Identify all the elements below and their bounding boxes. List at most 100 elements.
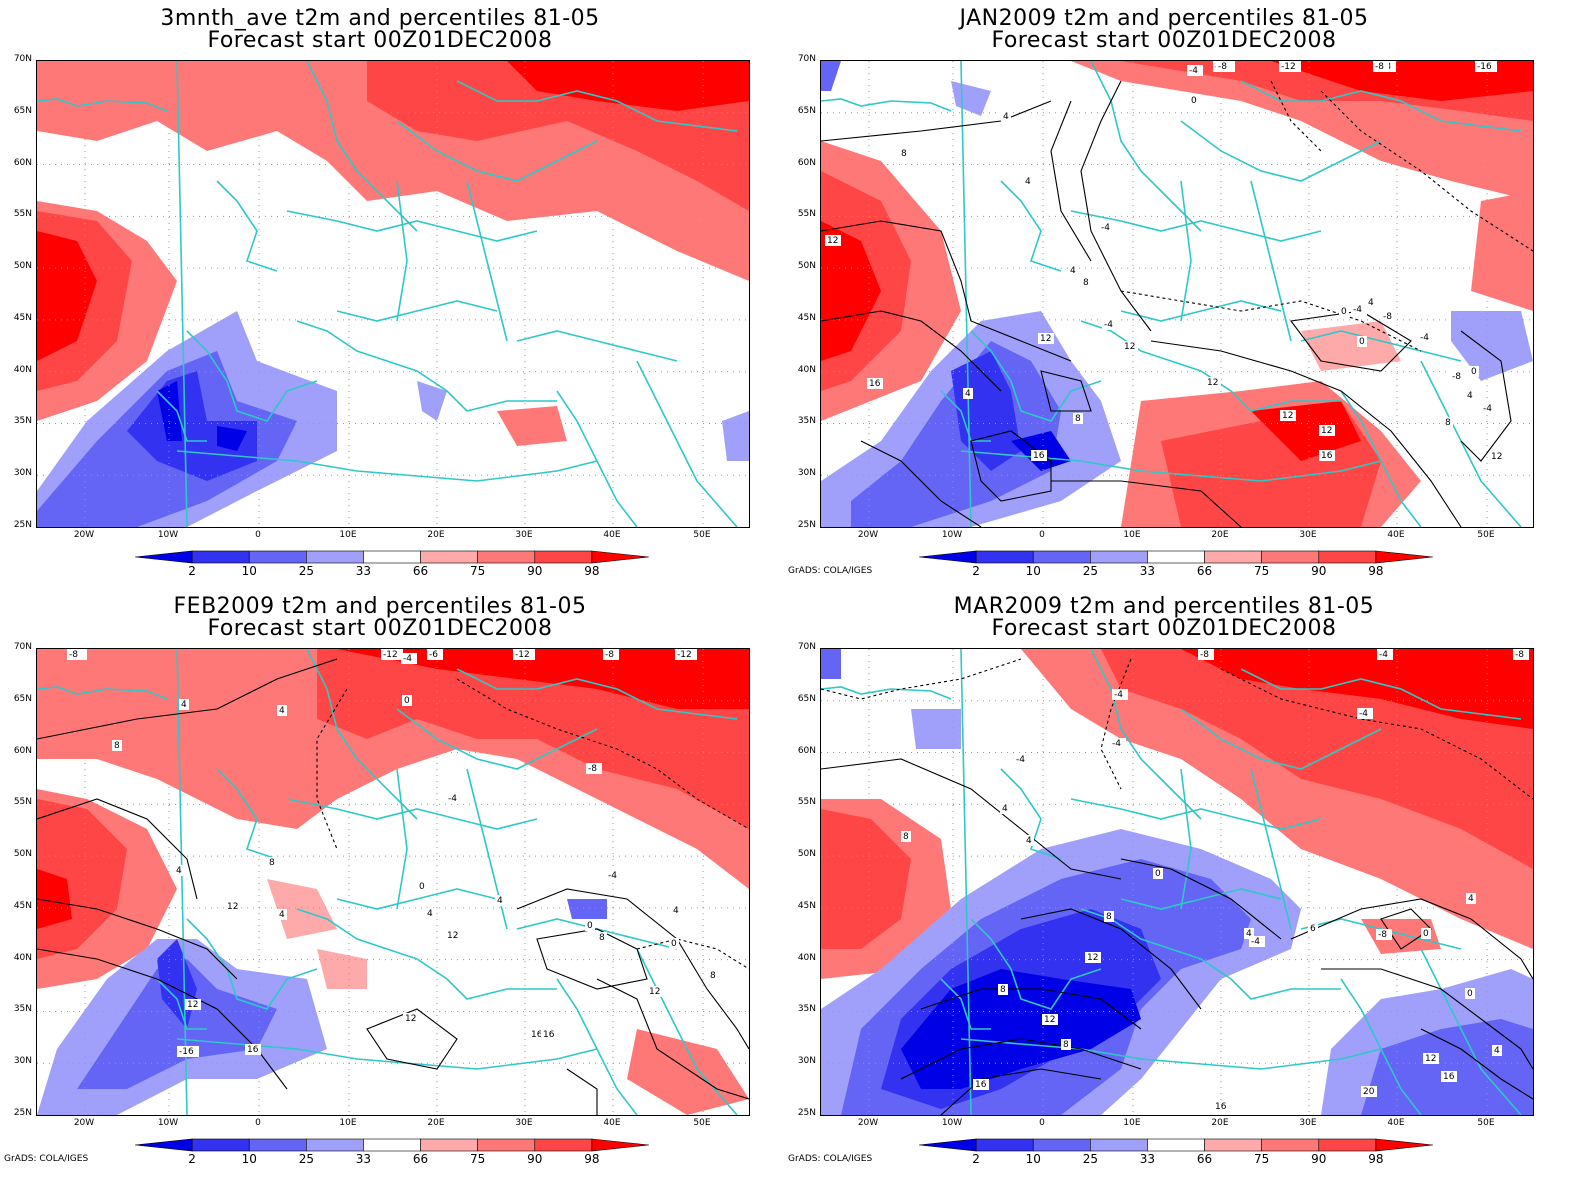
contour-label-bg	[825, 235, 841, 246]
contour-label: 8	[1083, 278, 1089, 288]
longitude-label: 20E	[427, 1118, 445, 1128]
colorbar-swatch	[1147, 1138, 1205, 1152]
latitude-label: 40N	[13, 364, 32, 375]
contour-label-bg	[179, 699, 189, 710]
contour-label-bg	[185, 999, 201, 1010]
percentile-region	[821, 649, 841, 679]
contour-label: 4	[176, 866, 182, 876]
colorbar-label: 25	[1082, 564, 1098, 578]
colorbar-label: 10	[1025, 1152, 1041, 1166]
contour-label: 16	[869, 379, 881, 389]
latitude-label: 25N	[13, 520, 32, 530]
contour-label-bg	[585, 920, 595, 931]
contour-label-bg	[427, 649, 443, 660]
percentile-region	[337, 649, 749, 709]
contour-label-bg	[174, 865, 184, 876]
contour-label: 4	[427, 909, 433, 919]
contour-label: 16	[1215, 1102, 1227, 1112]
contour-label: 12	[405, 1014, 416, 1024]
colorbar-swatch	[1032, 1138, 1091, 1152]
map-area: -4 -8 -12 -6 -4 -12 -8 -12 0 4 4 8 -8 -4 4 4 8 12 4 4 12 8 12 1…	[36, 648, 750, 1116]
contour-label: 12	[1040, 334, 1051, 344]
percentile-region	[267, 879, 337, 939]
panel-jan2009: JAN2009 t2m and percentiles 81-05 Foreca…	[784, 0, 1544, 590]
contour-label: 8	[1106, 912, 1112, 922]
contour-label-bg	[1319, 425, 1335, 436]
colorbar-swatch	[975, 550, 1034, 564]
contour-label-bg	[1110, 738, 1126, 749]
contour-label: 0	[1423, 929, 1429, 939]
map-area: -12-12-8-4-8-160-8481244-481241216121212…	[820, 60, 1534, 528]
contour-label-bg	[1308, 923, 1318, 934]
contour-label-bg	[1373, 61, 1389, 72]
contour-label: 20	[1363, 1087, 1375, 1097]
contour-label: 8	[1063, 1040, 1069, 1050]
contour-label-bg	[1187, 65, 1203, 76]
latitude-label: 65N	[13, 105, 32, 116]
longitude-label: 10W	[157, 1118, 179, 1128]
isotherm-contour	[821, 658, 1022, 700]
contour-label-bg	[1421, 928, 1431, 939]
contour-label: -16	[179, 1047, 194, 1057]
contour-label-bg	[973, 1079, 989, 1090]
contour-label: -4	[1379, 650, 1388, 660]
contour-label-bg	[1381, 311, 1397, 322]
colorbar-label: 33	[1139, 564, 1156, 578]
contour-label-bg	[1357, 336, 1367, 347]
colorbar-swatch	[135, 550, 193, 564]
contour-label-bg	[1205, 377, 1221, 388]
latitude-label: 45N	[13, 312, 32, 323]
colorbar-label: 66	[1196, 1152, 1213, 1166]
contour-label-bg	[675, 649, 697, 660]
contour-label-bg	[1081, 277, 1091, 288]
contour-label: 8	[1075, 414, 1081, 424]
latitude-label: 50N	[797, 261, 816, 272]
longitude-label: 30E	[515, 1118, 533, 1128]
percentile-region	[77, 959, 277, 1089]
contour-label-bg	[1249, 936, 1265, 947]
percentile-region	[722, 411, 749, 461]
isotherm-contour	[1290, 898, 1533, 980]
colorbar-swatch	[477, 550, 536, 564]
percentile-region	[317, 949, 367, 989]
isotherm-contour	[1120, 858, 1282, 940]
contour-label-bg	[277, 705, 287, 716]
longitude-label: 0	[1039, 1118, 1045, 1128]
percentile-region	[37, 869, 72, 929]
contour-label-bg	[445, 930, 461, 941]
contour-label-bg	[1465, 390, 1475, 401]
colorbar-swatch	[1318, 550, 1377, 564]
contour-label: 16	[1033, 451, 1045, 461]
contour-label-bg	[647, 986, 663, 997]
contour-label: 16	[531, 1030, 543, 1040]
contour-label: 16	[975, 1080, 987, 1090]
contour-label: 12	[649, 987, 660, 997]
percentile-region	[1271, 61, 1533, 101]
colorbar-label: 75	[470, 1152, 486, 1166]
colorbar-label: 90	[1311, 1152, 1327, 1166]
latitude-label: 35N	[797, 1004, 816, 1015]
colorbar-label: 98	[1368, 564, 1384, 578]
contour-label: 16	[1443, 1072, 1455, 1082]
contour-label-bg	[603, 649, 619, 660]
latitude-label: 30N	[13, 468, 32, 479]
contour-label-bg	[867, 378, 883, 389]
contour-label-bg	[1441, 1071, 1457, 1082]
colorbar-swatch	[306, 1138, 364, 1152]
latitude-label: 55N	[13, 209, 32, 220]
latitude-label: 70N	[797, 642, 816, 652]
colorbar-swatch	[363, 550, 421, 564]
contour-label: 12	[1425, 1054, 1436, 1064]
contour-label-bg	[245, 1044, 261, 1055]
contour-label-bg	[708, 970, 718, 981]
longitude-label: 20W	[857, 530, 879, 540]
latitude-label: 60N	[797, 745, 816, 756]
isotherm-contour	[536, 928, 648, 990]
contour-label-bg	[963, 388, 973, 399]
map-area: -8-4-8-4-4-4-448408412881216121620-46-80…	[820, 648, 1534, 1116]
isotherm-contour	[970, 430, 1052, 502]
longitude-label: 20W	[73, 1118, 95, 1128]
latitude-label: 40N	[13, 952, 32, 963]
panel-subtitle: Forecast start 00Z01DEC2008	[991, 28, 1337, 53]
isotherm-contour	[1460, 330, 1512, 462]
